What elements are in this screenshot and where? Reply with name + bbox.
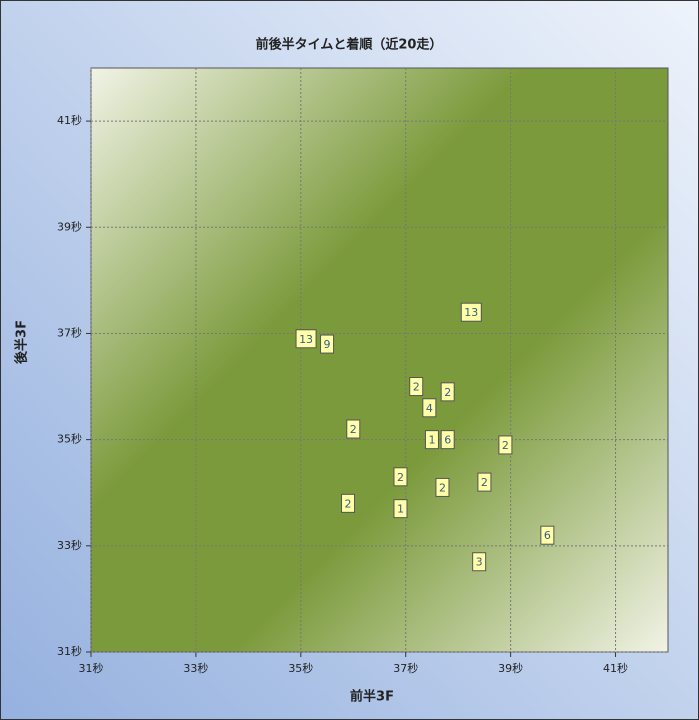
point-label: 1 (428, 434, 435, 447)
point-box (393, 467, 408, 487)
point: 2 (477, 472, 492, 492)
x-tick-label: 31秒 (79, 661, 104, 675)
point-box (295, 329, 317, 349)
point-label: 6 (544, 529, 551, 542)
point: 2 (393, 467, 408, 487)
y-tick-label: 35秒 (57, 432, 82, 446)
point-box (440, 382, 455, 402)
point: 6 (540, 525, 555, 545)
x-tick-label: 33秒 (183, 661, 208, 675)
y-tick-label: 33秒 (57, 538, 82, 552)
point-label: 1 (397, 503, 404, 516)
point-label: 13 (464, 306, 478, 319)
point: 4 (422, 398, 437, 418)
point: 2 (435, 477, 450, 497)
point: 9 (320, 334, 335, 354)
y-tick-label: 31秒 (57, 644, 82, 658)
point: 2 (341, 493, 356, 513)
plot-area (90, 67, 669, 653)
point-box (320, 334, 335, 354)
point-label: 3 (476, 556, 483, 569)
point-label: 4 (426, 402, 433, 415)
y-tick-label: 39秒 (57, 219, 82, 233)
point-box (472, 552, 487, 572)
point-label: 2 (502, 439, 509, 452)
point: 1 (393, 499, 408, 519)
point-box (341, 493, 356, 513)
point-box (346, 419, 361, 439)
point: 1 (424, 430, 439, 450)
x-axis-title: 前半3F (350, 689, 394, 705)
point-label: 2 (439, 481, 446, 494)
point-label: 13 (299, 333, 313, 346)
point: 2 (346, 419, 361, 439)
point-box (540, 525, 555, 545)
point-label: 2 (345, 497, 352, 510)
y-axis-title: 後半3F (14, 320, 30, 364)
point-box (422, 398, 437, 418)
point-box (435, 477, 450, 497)
point: 2 (440, 382, 455, 402)
point-box (393, 499, 408, 519)
point-label: 2 (397, 471, 404, 484)
point-label: 9 (324, 338, 331, 351)
point-box (477, 472, 492, 492)
y-tick-label: 41秒 (57, 113, 82, 127)
chart-title: 前後半タイムと着順（近20走） (256, 37, 443, 53)
point: 2 (498, 435, 513, 455)
point: 2 (409, 377, 424, 397)
point-label: 2 (481, 476, 488, 489)
point-box (460, 302, 482, 322)
x-tick-label: 35秒 (288, 661, 313, 675)
point: 13 (460, 302, 482, 322)
x-tick-label: 39秒 (498, 661, 523, 675)
point-label: 2 (413, 381, 420, 394)
point-box (498, 435, 513, 455)
x-tick-label: 37秒 (393, 661, 418, 675)
point: 6 (440, 430, 455, 450)
point-box (440, 430, 455, 450)
point: 3 (472, 552, 487, 572)
point-label: 2 (350, 423, 357, 436)
point-label: 2 (444, 386, 451, 399)
x-tick-label: 41秒 (603, 661, 628, 675)
point: 13 (295, 329, 317, 349)
point-label: 6 (444, 434, 451, 447)
point-box (409, 377, 424, 397)
point-box (424, 430, 439, 450)
y-tick-label: 37秒 (57, 325, 82, 339)
